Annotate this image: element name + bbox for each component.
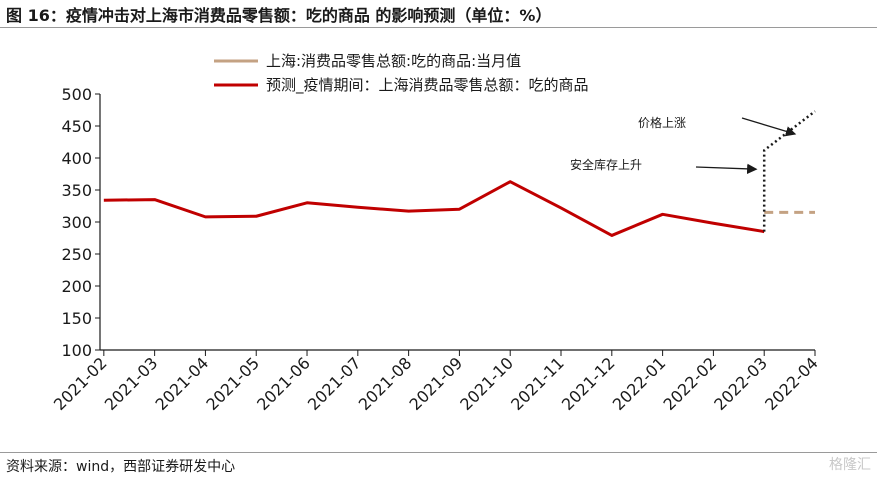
series-line-2 xyxy=(762,110,816,232)
source-note: 资料来源：wind，西部证券研发中心 xyxy=(6,459,236,475)
x-tick-label: 2021-07 xyxy=(304,353,365,414)
x-tick-label: 2022-04 xyxy=(761,353,822,414)
x-tick-label: 2022-03 xyxy=(710,353,771,414)
annotation-arrow xyxy=(695,163,758,175)
y-tick-label: 300 xyxy=(61,213,92,232)
line-chart: 1001502002503003504004505002021-022021-0… xyxy=(50,52,822,414)
x-tick-label: 2022-01 xyxy=(609,353,670,414)
chart-axes: 1001502002503003504004505002021-022021-0… xyxy=(50,85,822,414)
x-tick-label: 2021-05 xyxy=(202,353,263,414)
y-tick-label: 450 xyxy=(61,117,92,136)
annotation-arrow xyxy=(741,117,797,137)
x-tick-label: 2021-09 xyxy=(406,353,467,414)
x-tick-label: 2021-03 xyxy=(101,353,162,414)
x-tick-label: 2021-02 xyxy=(50,353,111,414)
y-tick-label: 250 xyxy=(61,245,92,264)
y-tick-label: 350 xyxy=(61,181,92,200)
annotation-label: 安全库存上升 xyxy=(570,157,642,172)
x-tick-label: 2021-08 xyxy=(355,353,416,414)
x-tick-label: 2021-12 xyxy=(558,353,619,414)
figure-title: 图 16：疫情冲击对上海市消费品零售额：吃的商品 的影响预测（单位：%） xyxy=(6,6,552,25)
chart-series xyxy=(103,110,816,237)
y-tick-label: 150 xyxy=(61,309,92,328)
y-tick-label: 100 xyxy=(61,341,92,360)
x-tick-label: 2022-02 xyxy=(660,353,721,414)
y-tick-label: 500 xyxy=(61,85,92,104)
x-tick-label: 2021-06 xyxy=(253,353,314,414)
x-tick-label: 2021-10 xyxy=(456,353,517,414)
legend-label: 上海:消费品零售总额:吃的商品:当月值 xyxy=(266,52,521,70)
x-tick-label: 2021-04 xyxy=(152,353,213,414)
chart-legend: 上海:消费品零售总额:吃的商品:当月值预测_疫情期间：上海消费品零售总额：吃的商… xyxy=(214,52,589,95)
watermark-logo: 格隆汇 xyxy=(829,457,871,473)
legend-label: 预测_疫情期间：上海消费品零售总额：吃的商品 xyxy=(266,76,589,95)
y-tick-label: 400 xyxy=(61,149,92,168)
y-tick-label: 200 xyxy=(61,277,92,296)
title-divider xyxy=(0,27,877,28)
x-tick-label: 2021-11 xyxy=(507,353,568,414)
source-divider xyxy=(0,452,877,453)
annotation-label: 价格上涨 xyxy=(638,115,686,130)
series-line-1 xyxy=(103,180,765,237)
